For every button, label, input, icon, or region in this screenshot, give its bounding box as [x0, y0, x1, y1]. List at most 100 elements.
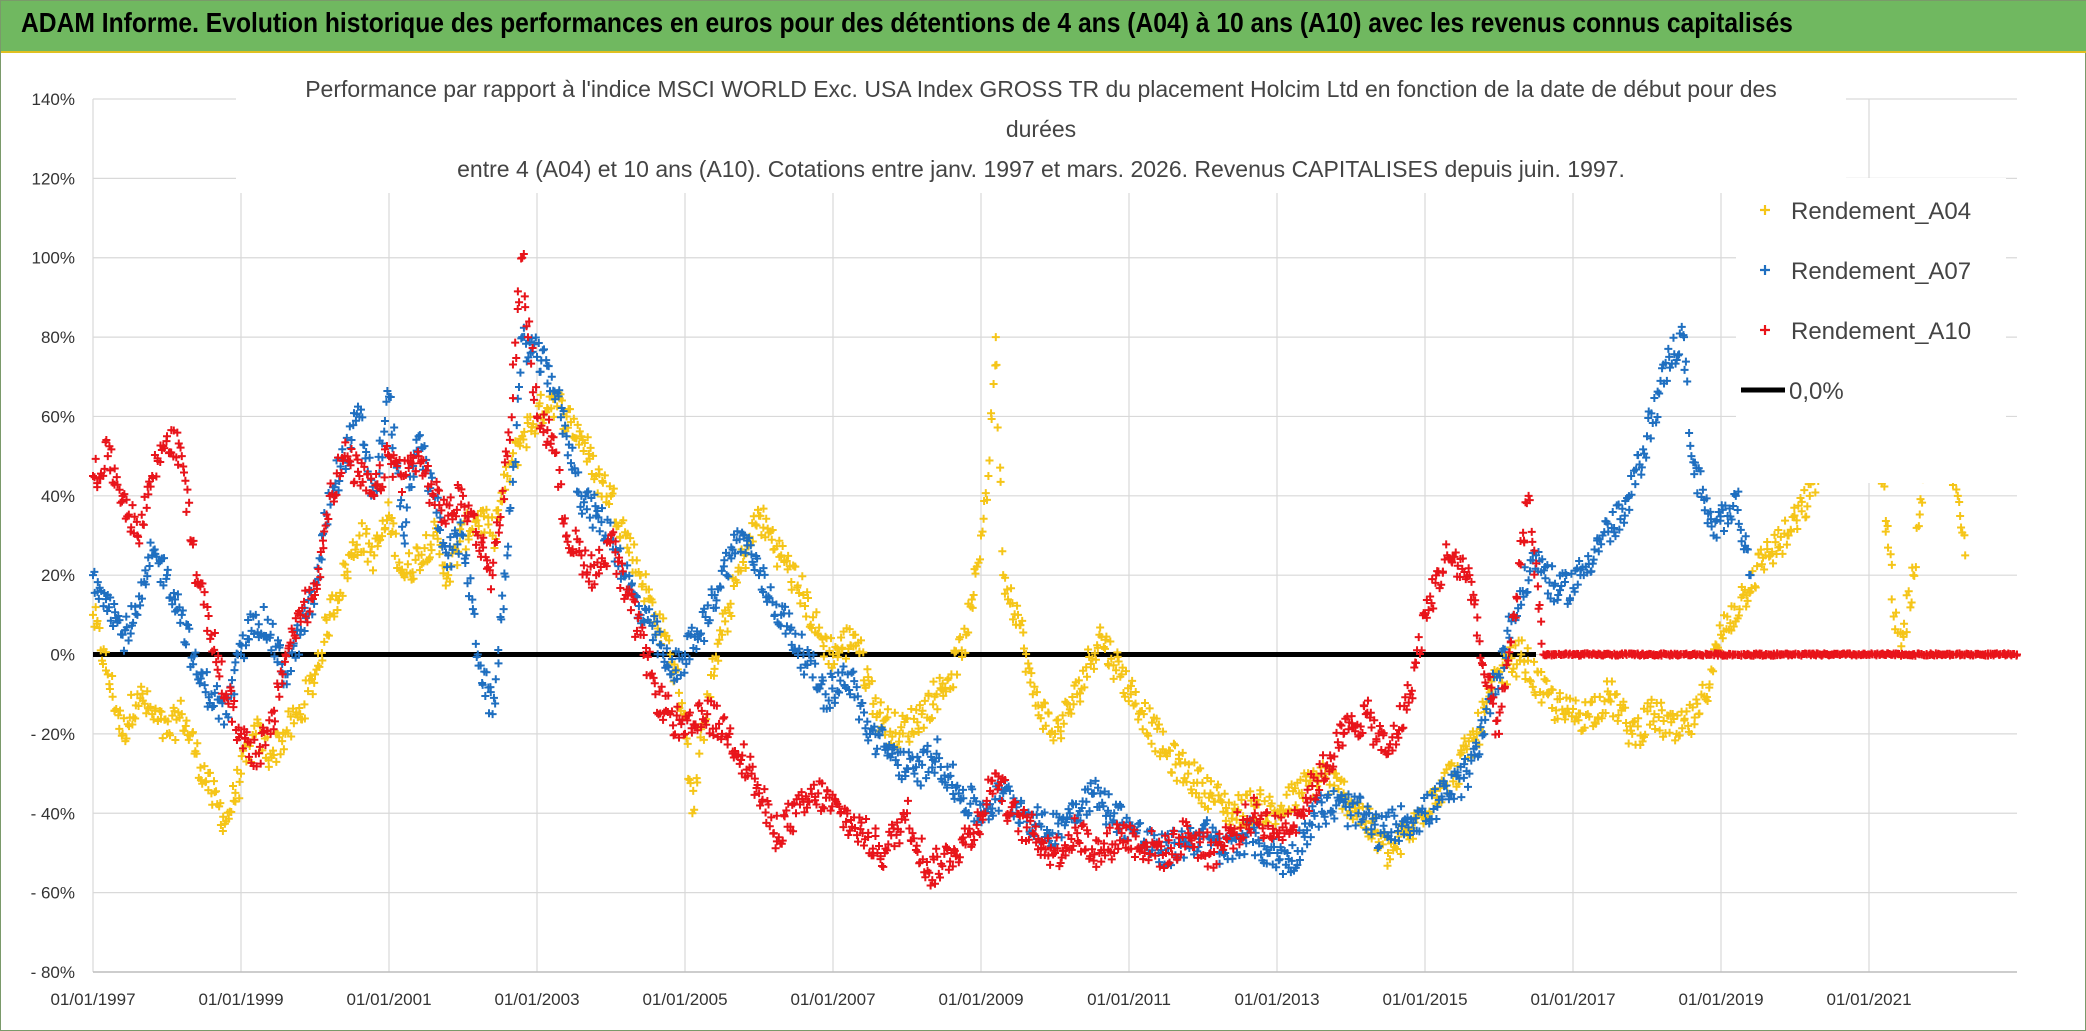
point-a04	[1119, 688, 1128, 697]
point-a07	[582, 505, 591, 514]
point-a04	[474, 521, 483, 530]
point-a07	[362, 448, 371, 457]
point-a04	[913, 718, 922, 727]
point-a04	[193, 739, 202, 748]
point-a04	[184, 735, 193, 744]
point-a07	[254, 620, 263, 629]
point-a07	[650, 612, 659, 621]
point-a07	[772, 600, 781, 609]
point-a07	[185, 624, 194, 633]
point-a04	[1619, 697, 1628, 706]
point-a07	[808, 673, 817, 682]
point-a04	[1548, 685, 1557, 694]
point-a04	[826, 634, 835, 643]
point-a07	[746, 541, 755, 550]
point-a04	[1730, 602, 1739, 611]
point-a07	[356, 405, 365, 414]
point-a10	[1493, 716, 1502, 725]
point-a04	[1206, 777, 1215, 786]
point-a04	[494, 506, 503, 515]
point-a10	[1130, 852, 1139, 861]
point-a10	[726, 724, 735, 733]
point-a04	[324, 631, 333, 640]
point-a04	[279, 745, 288, 754]
x-tick-label: 01/01/2007	[790, 990, 875, 1009]
point-a04	[932, 690, 941, 699]
point-a10	[871, 832, 880, 841]
point-a04	[1122, 667, 1130, 676]
point-a04	[1715, 621, 1724, 630]
point-a04	[918, 706, 927, 715]
point-a04	[924, 689, 933, 698]
point-a04	[616, 533, 625, 542]
grid-lines	[92, 98, 2017, 973]
point-a04	[1621, 703, 1630, 712]
point-a04	[233, 765, 242, 774]
point-a07	[663, 661, 672, 670]
point-a04	[1138, 725, 1147, 734]
point-a04	[883, 705, 892, 714]
point-a04	[1165, 746, 1174, 755]
point-a04	[1126, 681, 1135, 690]
point-a04	[216, 820, 225, 829]
point-a04	[1770, 530, 1779, 539]
point-a04	[1509, 664, 1518, 673]
point-a04	[1753, 562, 1762, 571]
point-a04	[1184, 769, 1193, 778]
point-a07	[415, 431, 424, 440]
point-a04	[714, 656, 723, 665]
point-a04	[964, 628, 973, 637]
point-a10	[723, 740, 732, 749]
point-a07	[433, 493, 442, 502]
y-tick-label: 60%	[41, 407, 75, 426]
point-a07	[547, 372, 556, 381]
point-a07	[503, 551, 512, 560]
point-a04	[456, 525, 465, 534]
point-a07	[402, 503, 411, 512]
point-a04	[1763, 538, 1772, 547]
point-a04	[1695, 709, 1704, 718]
point-a07	[402, 518, 411, 527]
point-a07	[890, 743, 899, 752]
point-a04	[1460, 734, 1469, 743]
point-a04	[1228, 809, 1237, 818]
point-a04	[1128, 676, 1137, 685]
point-a04	[192, 749, 201, 758]
point-a04	[583, 433, 592, 442]
point-a07	[1681, 357, 1690, 366]
point-a07	[432, 508, 441, 517]
point-a04	[1796, 494, 1805, 503]
point-a04	[1334, 784, 1343, 793]
point-a04	[289, 719, 298, 728]
point-a04	[960, 624, 969, 633]
point-a04	[573, 420, 582, 429]
point-a10	[760, 785, 769, 794]
point-a07	[747, 550, 756, 559]
point-a07	[712, 596, 721, 605]
point-a07	[534, 339, 543, 348]
point-a07	[267, 646, 276, 655]
point-a04	[362, 524, 371, 533]
point-a04	[1178, 748, 1187, 757]
point-a04	[1036, 714, 1045, 723]
point-a10	[771, 844, 780, 853]
point-a04	[1769, 559, 1778, 568]
point-a04	[565, 405, 574, 414]
point-a04	[751, 520, 760, 529]
point-a04	[804, 593, 813, 602]
point-a04	[1887, 560, 1896, 569]
point-a04	[378, 532, 387, 541]
point-a07	[1314, 822, 1323, 831]
point-a04	[869, 699, 878, 708]
point-a04	[695, 749, 704, 758]
point-a07	[145, 561, 154, 570]
point-a04	[509, 449, 518, 458]
point-a07	[912, 763, 921, 772]
point-a10	[213, 665, 222, 674]
point-a07	[616, 544, 625, 553]
point-a04	[1120, 692, 1129, 701]
point-a04	[845, 625, 854, 634]
point-a07	[800, 670, 809, 679]
point-a07	[183, 621, 192, 630]
point-a07	[750, 566, 759, 575]
